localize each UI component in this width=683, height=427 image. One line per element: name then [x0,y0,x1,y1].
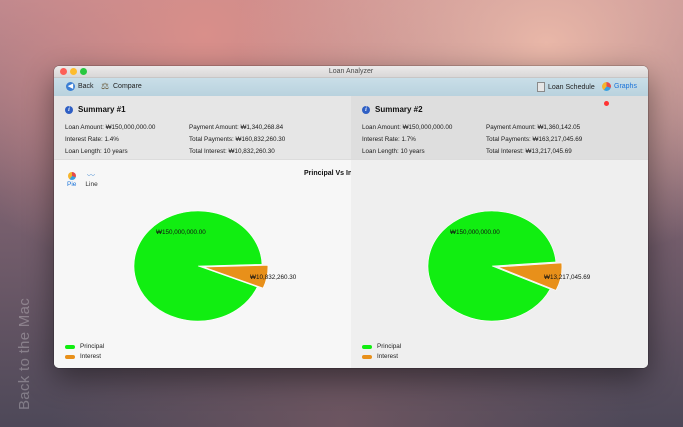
summary-pane-1: i Summary #1 Loan Amount: ₩150,000,000.0… [54,96,388,368]
data-label-interest: ₩13,217,045.69 [544,274,591,281]
payment-amount: Payment Amount: ₩1,360,142.05 [486,124,581,131]
pie-slice-interest [203,265,269,289]
pie-slice-principal [427,210,557,322]
graphs-label: Graphs [614,83,637,90]
zoom-window-button[interactable] [80,68,87,75]
window-title: Loan Analyzer [328,68,374,75]
pie-slice-interest [497,262,563,291]
line-chart-icon: 〰 [87,171,96,180]
tab-pie[interactable]: Pie [67,172,76,188]
graphs-button[interactable]: Graphs [602,82,637,91]
summary-panel-1: i Summary #1 Loan Amount: ₩150,000,000.0… [54,96,351,160]
legend-label-interest: Interest [80,353,101,360]
interest-swatch [362,355,372,359]
loan-length: Loan Length: 10 years [362,148,425,155]
data-label-principal: ₩150,000,000.00 [450,229,500,236]
summary-pane-2: i Summary #2 Loan Amount: ₩150,000,000.0… [351,96,648,368]
legend-label-interest: Interest [377,353,398,360]
desktop-watermark: Back to the Mac [16,297,33,410]
payment-amount: Payment Amount: ₩1,340,268.84 [189,124,284,131]
data-label-interest: ₩10,832,260.30 [250,274,297,281]
back-label: Back [78,83,94,90]
summary-title: Summary #2 [375,105,423,114]
loan-length: Loan Length: 10 years [65,148,128,155]
pie-chart-icon [602,82,611,91]
loan-schedule-button[interactable]: Loan Schedule [537,82,595,92]
loan-amount: Loan Amount: ₩150,000,000.00 [65,124,156,131]
pie-chart-2: ₩150,000,000.00 ₩13,217,045.69 [427,210,591,322]
scales-icon: ⚖ [101,81,110,91]
close-window-button[interactable] [60,68,67,75]
principal-swatch [362,345,372,349]
compare-button[interactable]: ⚖ Compare [101,82,142,91]
legend-item-principal: Principal [65,342,104,352]
total-interest: Total Interest: ₩10,832,260.30 [189,148,275,155]
total-payments: Total Payments: ₩163,217,045.69 [486,136,583,143]
total-payments: Total Payments: ₩160,832,260.30 [189,136,286,143]
back-button[interactable]: ◀ Back [66,82,94,91]
minimize-window-button[interactable] [70,68,77,75]
chart-legend-1: Principal Interest [65,342,104,362]
status-dot [604,101,609,106]
pie-slice-principal [133,210,263,322]
principal-swatch [65,345,75,349]
pie-chart-1: ₩150,000,000.00 ₩10,832,260.30 [133,210,297,322]
loan-amount: Loan Amount: ₩150,000,000.00 [362,124,453,131]
summary-panel-2: i Summary #2 Loan Amount: ₩150,000,000.0… [351,96,648,160]
tab-line[interactable]: 〰 Line [85,171,98,189]
legend-item-principal: Principal [362,342,401,352]
document-icon [537,82,545,92]
tab-pie-label: Pie [67,181,77,188]
interest-swatch [65,355,75,359]
total-interest: Total Interest: ₩13,217,045.69 [486,148,572,155]
compare-label: Compare [113,83,142,90]
chart-legend-2: Principal Interest [362,342,401,362]
interest-rate: Interest Rate: 1.4% [65,136,119,143]
app-window: Loan Analyzer ◀ Back ⚖ Compare Loan Sche… [54,66,648,368]
chart-type-tabs: Pie 〰 Line [67,171,98,189]
data-label-principal: ₩150,000,000.00 [156,229,206,236]
loan-schedule-label: Loan Schedule [548,83,595,91]
pie-chart-icon [67,172,76,180]
summary-title: Summary #1 [78,105,126,114]
info-icon: i [65,105,73,114]
chart-title: Principal Vs Interest Rate [304,170,389,177]
title-bar: Loan Analyzer [54,66,648,78]
legend-label-principal: Principal [377,343,402,350]
toolbar: ◀ Back ⚖ Compare Loan Schedule Graphs [54,78,648,97]
back-arrow-icon: ◀ [66,82,75,91]
legend-item-interest: Interest [362,352,401,362]
interest-rate: Interest Rate: 1.7% [362,136,416,143]
tab-line-label: Line [85,181,98,188]
info-icon: i [362,105,370,114]
legend-label-principal: Principal [80,343,105,350]
legend-item-interest: Interest [65,352,104,362]
